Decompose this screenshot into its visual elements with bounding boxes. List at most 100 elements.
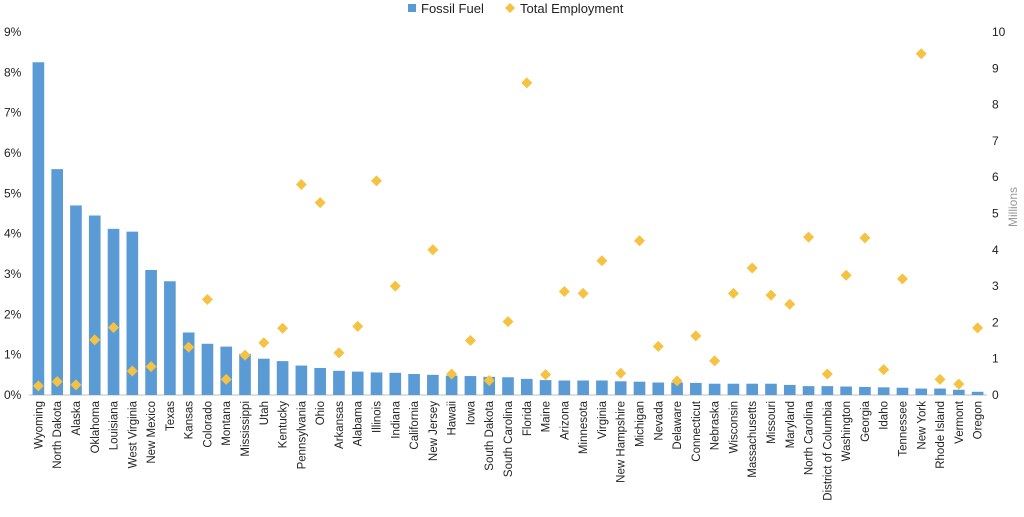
legend: Fossil Fuel Total Employment [408, 1, 624, 16]
category-label-missouri: Missouri [766, 401, 778, 444]
bar-illinois [370, 372, 383, 395]
category-label-oregon: Oregon [973, 401, 985, 439]
category-label-california: California [409, 400, 421, 449]
category-label-georgia: Georgia [860, 400, 872, 442]
marker-utah [258, 337, 270, 349]
legend-label-total-employment: Total Employment [520, 1, 624, 16]
bar-idaho [877, 387, 890, 395]
category-label-vermont: Vermont [954, 400, 966, 444]
left-tick-label: 8% [4, 65, 22, 79]
left-tick-label: 1% [4, 348, 22, 362]
bar-nebraska [708, 383, 721, 395]
category-label-virginia: Virginia [597, 400, 609, 439]
marker-montana [220, 373, 232, 385]
bar-mississippi [239, 353, 251, 395]
bar-north-carolina [802, 386, 815, 395]
category-label-texas: Texas [165, 401, 177, 431]
category-label-hawaii: Hawaii [447, 401, 459, 436]
right-tick-label: 5 [992, 207, 999, 221]
marker-missouri [765, 289, 777, 301]
marker-arizona [558, 286, 570, 298]
left-tick-label: 7% [4, 106, 22, 120]
marker-mississippi [239, 349, 251, 361]
marker-tennessee [896, 273, 908, 285]
left-tick-label: 0% [4, 388, 22, 402]
legend-marker-total-employment [505, 3, 515, 13]
left-tick-label: 2% [4, 307, 22, 321]
bar-missouri [765, 383, 777, 395]
category-label-oklahoma: Oklahoma [90, 400, 102, 453]
category-label-new-hampshire: New Hampshire [616, 401, 628, 483]
bar-nevada [652, 382, 665, 395]
bar-series [32, 62, 984, 395]
bar-oregon [971, 391, 984, 395]
right-axis: 0 1 2 3 4 5 6 7 8 9 10 [992, 25, 1006, 402]
marker-pennsylvania [295, 178, 307, 190]
bar-west-virginia [126, 231, 139, 395]
right-tick-label: 3 [992, 279, 999, 293]
legend-swatch-fossil-fuel [408, 4, 416, 12]
bar-delaware [671, 382, 683, 395]
marker-west-virginia [126, 365, 138, 377]
bar-hawaii [445, 375, 458, 395]
category-label-montana: Montana [221, 400, 233, 445]
category-label-wyoming: Wyoming [33, 401, 45, 449]
left-tick-label: 9% [4, 25, 22, 39]
bar-rhode-island [934, 388, 946, 395]
category-label-north-dakota: North Dakota [52, 400, 64, 468]
marker-south-carolina [502, 316, 514, 328]
category-label-new-jersey: New Jersey [428, 401, 440, 461]
marker-new-jersey [427, 244, 439, 256]
marker-minnesota [577, 287, 589, 299]
bar-florida [520, 378, 533, 395]
category-label-south-carolina: South Carolina [503, 400, 515, 477]
marker-oregon [972, 322, 984, 334]
bar-new-jersey [427, 374, 439, 395]
marker-south-dakota [483, 374, 495, 386]
bar-texas [164, 281, 176, 395]
bar-north-dakota [51, 169, 63, 395]
category-label-wisconsin: Wisconsin [728, 401, 740, 453]
marker-virginia [596, 255, 608, 267]
left-tick-label: 5% [4, 186, 22, 200]
category-label-connecticut: Connecticut [691, 400, 703, 462]
bar-oklahoma [88, 215, 101, 395]
right-tick-label: 4 [992, 243, 999, 257]
right-tick-label: 7 [992, 134, 999, 148]
right-axis-title: Millions [1006, 187, 1020, 227]
bar-south-carolina [502, 377, 514, 395]
category-label-south-dakota: South Dakota [484, 400, 496, 470]
bar-minnesota [577, 380, 589, 395]
marker-oklahoma [89, 334, 101, 346]
marker-new-york [915, 48, 927, 60]
marker-north-carolina [803, 231, 815, 243]
category-label-indiana: Indiana [390, 400, 402, 438]
bar-utah [257, 358, 270, 395]
category-label-michigan: Michigan [634, 401, 646, 447]
marker-series [32, 48, 984, 392]
bar-district-of-columbia [821, 386, 834, 395]
category-label-colorado: Colorado [202, 401, 214, 448]
category-label-illinois: Illinois [372, 401, 384, 433]
marker-alaska [70, 379, 82, 391]
marker-nevada [652, 340, 664, 352]
bar-wisconsin [727, 383, 740, 395]
bar-arkansas [333, 370, 345, 395]
category-label-iowa: Iowa [465, 400, 477, 425]
category-label-maine: Maine [541, 401, 553, 432]
bar-louisiana [107, 228, 120, 395]
left-tick-label: 4% [4, 227, 22, 241]
bar-alaska [70, 205, 82, 395]
marker-rhode-island [934, 373, 946, 385]
marker-district-of-columbia [821, 368, 833, 380]
bar-connecticut [690, 382, 702, 395]
category-label-tennessee: Tennessee [897, 401, 909, 457]
category-label-kentucky: Kentucky [278, 401, 290, 449]
category-label-kansas: Kansas [184, 401, 196, 440]
bar-massachusetts [746, 383, 759, 395]
bar-new-york [915, 388, 928, 395]
category-label-idaho: Idaho [879, 401, 891, 430]
marker-washington [840, 269, 852, 281]
marker-nebraska [709, 355, 721, 367]
